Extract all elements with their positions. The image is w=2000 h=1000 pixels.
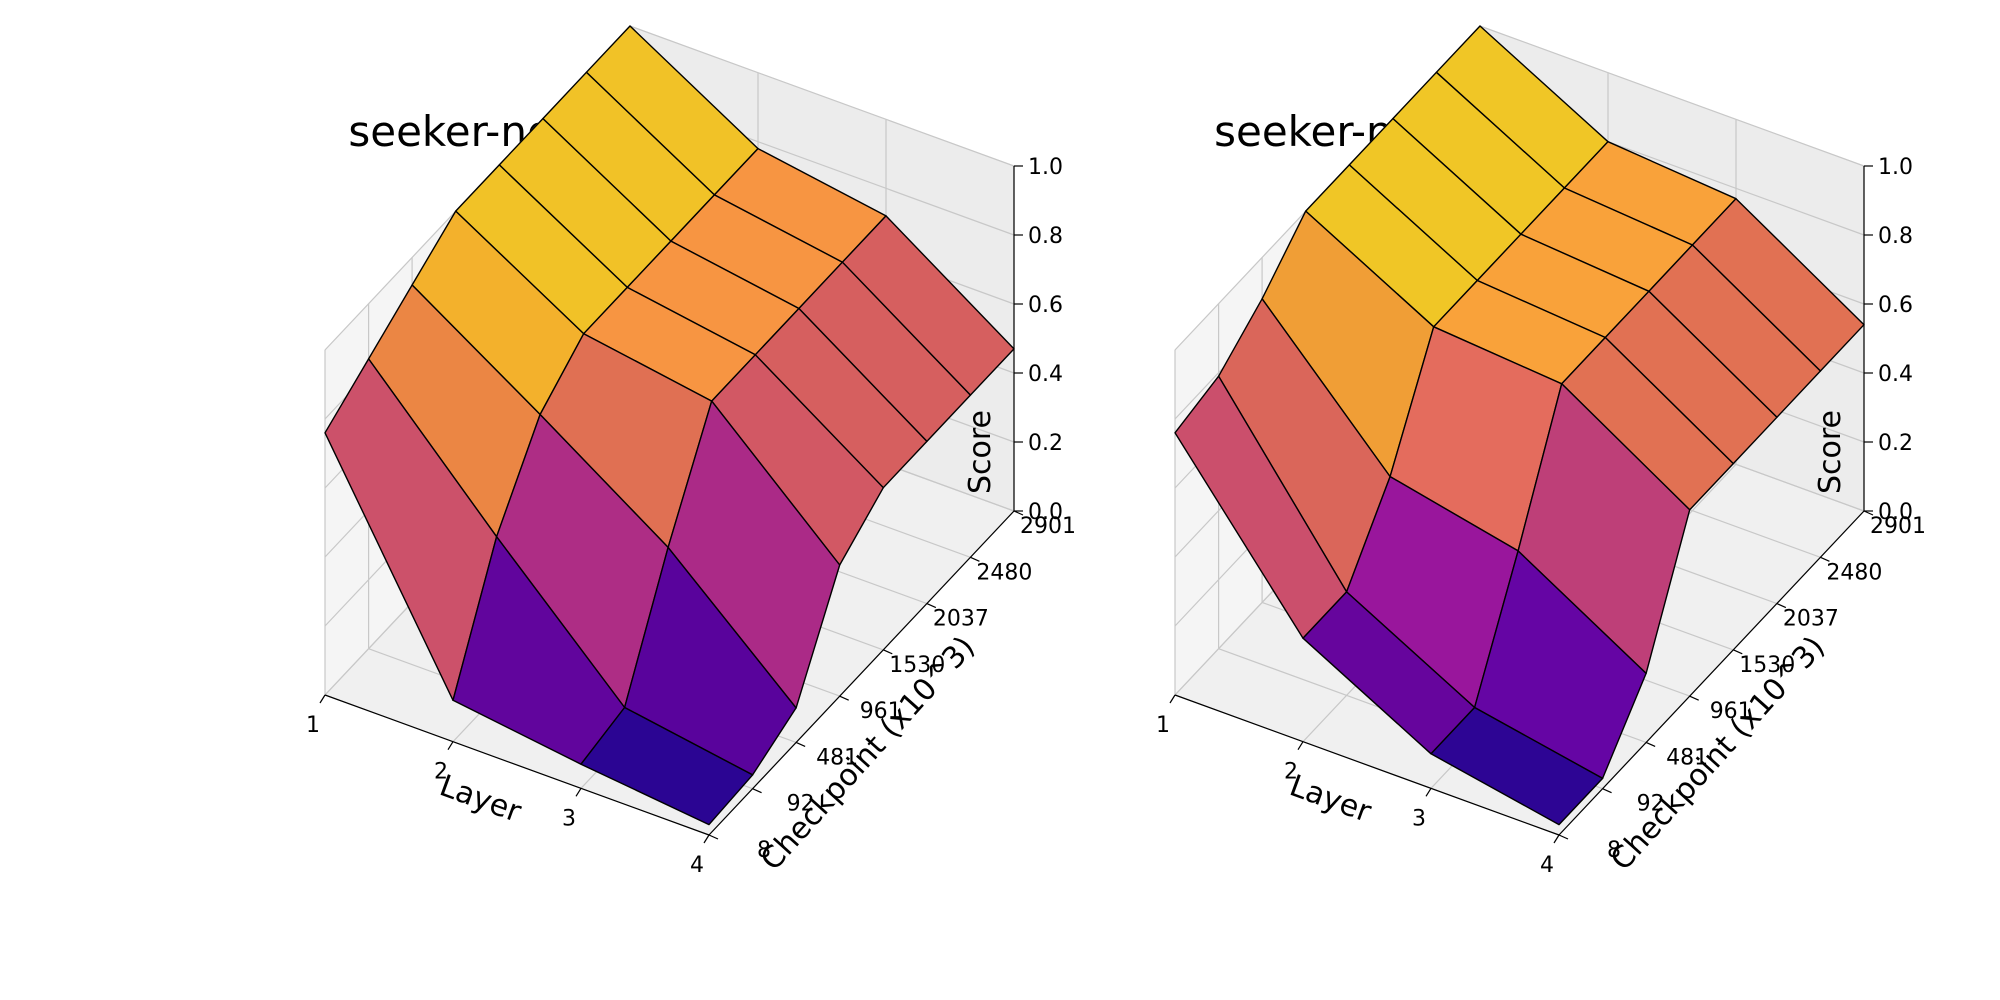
x-tick-label: 2 [434,760,448,785]
z-tick-label: 0.2 [1878,431,1913,456]
z-tick-label: 1.0 [1878,155,1913,180]
z-axis-label: Score [1813,410,1848,494]
y-tick-mark [1013,510,1024,516]
z-tick-label: 0.4 [1028,362,1063,387]
y-tick-label: 92 [1637,792,1665,817]
chart-panel-seeker: seeker-not-exist - seeker 12348924819611… [306,24,1076,878]
y-tick-mark [752,788,762,794]
x-tick-mark [703,834,710,844]
y-tick-label: 2037 [933,607,989,632]
x-tick-mark [1169,694,1176,704]
z-tick-label: 0.6 [1878,293,1913,318]
x-tick-mark [447,741,454,750]
y-tick-mark [1776,603,1787,609]
x-tick-label: 3 [562,806,576,831]
x-axis-label: Layer [1285,768,1376,830]
y-tick-mark [1689,695,1699,701]
y-axis-line [1558,510,1865,836]
y-tick-label: 8 [1607,838,1621,863]
x-axis-line [1174,694,1560,836]
y-tick-mark [1863,510,1874,516]
y-tick-label: 1530 [1739,653,1795,678]
x-axis-label: Layer [435,768,526,830]
y-tick-mark [1820,556,1830,562]
y-tick-mark [1558,834,1569,840]
x-tick-label: 2 [1284,760,1298,785]
y-tick-label: 481 [1666,745,1708,770]
z-tick-label: 0.2 [1028,431,1063,456]
x-tick-mark [575,788,582,797]
y-tick-mark [1602,788,1612,794]
x-tick-mark [1425,788,1432,797]
y-tick-mark [970,556,980,562]
x-axis-line [324,694,710,836]
y-tick-label: 2901 [1020,514,1076,539]
y-tick-label: 92 [787,792,815,817]
y-tick-mark [1645,741,1656,747]
y-axis-line [708,510,1015,836]
x-tick-label: 1 [306,713,320,738]
x-tick-label: 4 [1540,853,1554,878]
y-tick-mark [1733,649,1743,655]
y-tick-mark [883,649,893,655]
y-tick-label: 2480 [1826,560,1882,585]
surface-face [1430,706,1604,826]
x-tick-label: 4 [690,853,704,878]
z-tick-label: 1.0 [1028,155,1063,180]
x-tick-label: 3 [1412,806,1426,831]
z-tick-label: 0.8 [1878,224,1913,249]
surface-face [580,706,754,826]
x-tick-mark [1297,741,1304,750]
z-axis-label: Score [963,410,998,494]
y-tick-mark [708,834,719,840]
chart-panel-hider: seeker-not-exist - hider 123489248196115… [1156,24,1926,878]
x-tick-mark [319,694,326,704]
x-tick-mark [1553,834,1560,844]
y-tick-mark [839,695,849,701]
z-tick-label: 0.4 [1878,362,1913,387]
x-tick-label: 1 [1156,713,1170,738]
y-tick-label: 8 [757,838,771,863]
z-tick-label: 0.8 [1028,224,1063,249]
z-tick-label: 0.0 [1028,500,1063,525]
y-tick-label: 2480 [976,560,1032,585]
y-tick-label: 961 [1710,699,1752,724]
y-tick-label: 2037 [1783,607,1839,632]
z-tick-label: 0.0 [1878,500,1913,525]
y-tick-mark [795,741,806,747]
y-tick-label: 481 [816,745,858,770]
z-tick-label: 0.6 [1028,293,1063,318]
y-tick-label: 2901 [1870,514,1926,539]
y-tick-mark [926,603,937,609]
y-tick-label: 961 [860,699,902,724]
y-tick-label: 1530 [889,653,945,678]
